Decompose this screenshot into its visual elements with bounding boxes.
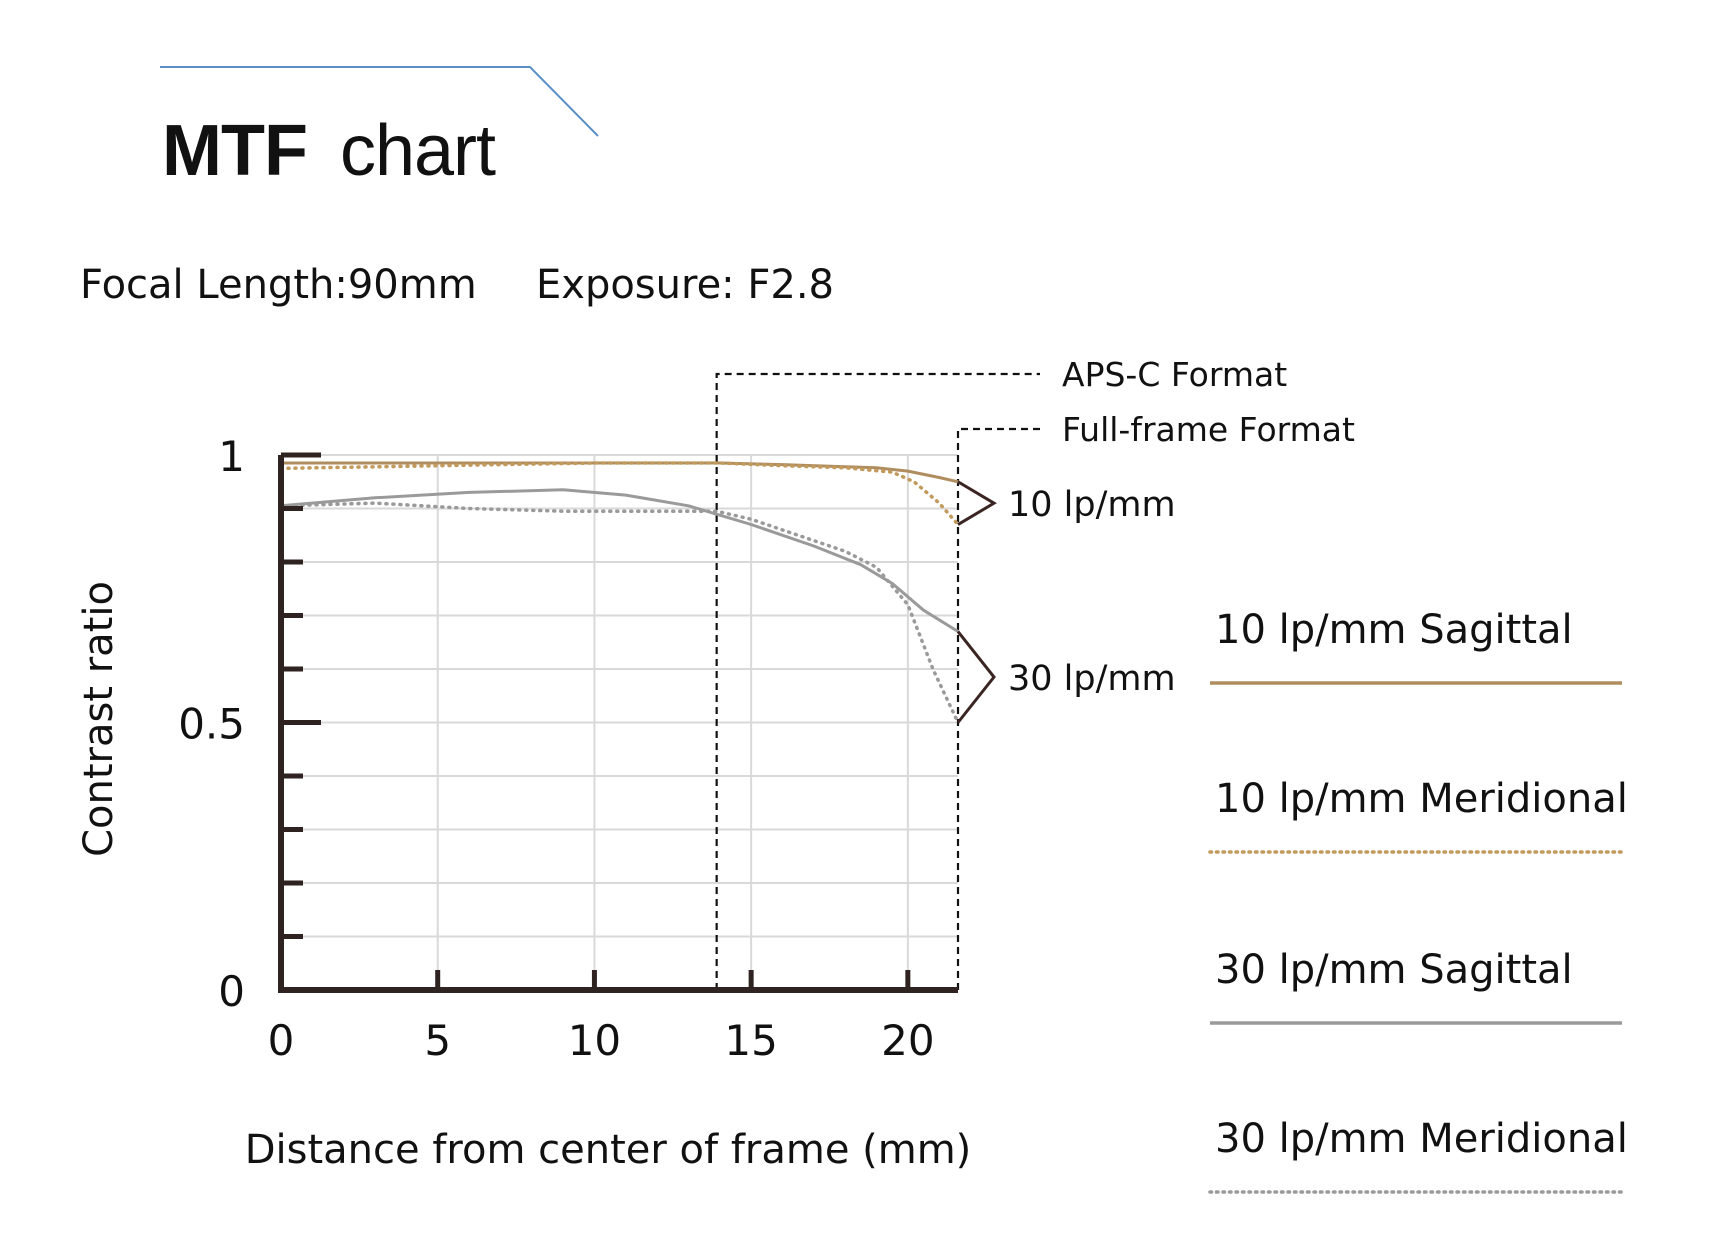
header-accent-line [160, 66, 599, 137]
group-bracket [957, 480, 997, 526]
chart-axes: 0 5 10 15 20 1 0.5 0 [178, 432, 958, 1065]
x-tick-label: 0 [268, 1016, 295, 1065]
format-marker-label: Full-frame Format [1062, 410, 1355, 449]
chart-grid [281, 454, 958, 990]
y-axis-label: Contrast ratio [76, 581, 122, 857]
group-label: 30 lp/mm [1008, 659, 1176, 699]
series-line [279, 461, 960, 484]
exposure-label: Exposure: F2.8 [536, 262, 834, 308]
group-bracket [956, 630, 996, 724]
legend-label: 30 lp/mm Meridional [1215, 1116, 1628, 1162]
page-title: MTF chart [162, 111, 496, 191]
title-rest: chart [340, 111, 496, 191]
series-line [279, 488, 960, 633]
format-marker-label: APS-C Format [1062, 355, 1287, 394]
series-line [279, 461, 960, 527]
x-tick-label: 10 [568, 1016, 621, 1065]
y-tick-label: 0.5 [178, 700, 245, 749]
focal-length-label: Focal Length:90mm [80, 262, 477, 308]
group-label: 10 lp/mm [1008, 485, 1176, 525]
legend-label: 10 lp/mm Meridional [1215, 776, 1628, 822]
y-tick-label: 0 [218, 967, 245, 1016]
chart-series [279, 461, 960, 725]
x-tick-label: 5 [424, 1016, 451, 1065]
x-axis-label: Distance from center of frame (mm) [245, 1127, 972, 1173]
y-tick-label: 1 [218, 432, 245, 481]
legend-label: 10 lp/mm Sagittal [1215, 607, 1573, 653]
legend-label: 30 lp/mm Sagittal [1215, 947, 1573, 993]
x-tick-label: 20 [881, 1016, 934, 1065]
format-marker-line [715, 372, 1040, 990]
x-tick-label: 15 [724, 1016, 777, 1065]
series-line [279, 501, 960, 725]
format-marker-line [956, 427, 1040, 990]
chart-legend: 10 lp/mm Sagittal 10 lp/mm Meridional 30 l… [1208, 607, 1628, 1194]
title-bold: MTF [162, 111, 307, 191]
format-markers: APS-C Format Full-frame Format [715, 355, 1355, 990]
frequency-group-labels: 10 lp/mm 30 lp/mm [956, 480, 1176, 724]
